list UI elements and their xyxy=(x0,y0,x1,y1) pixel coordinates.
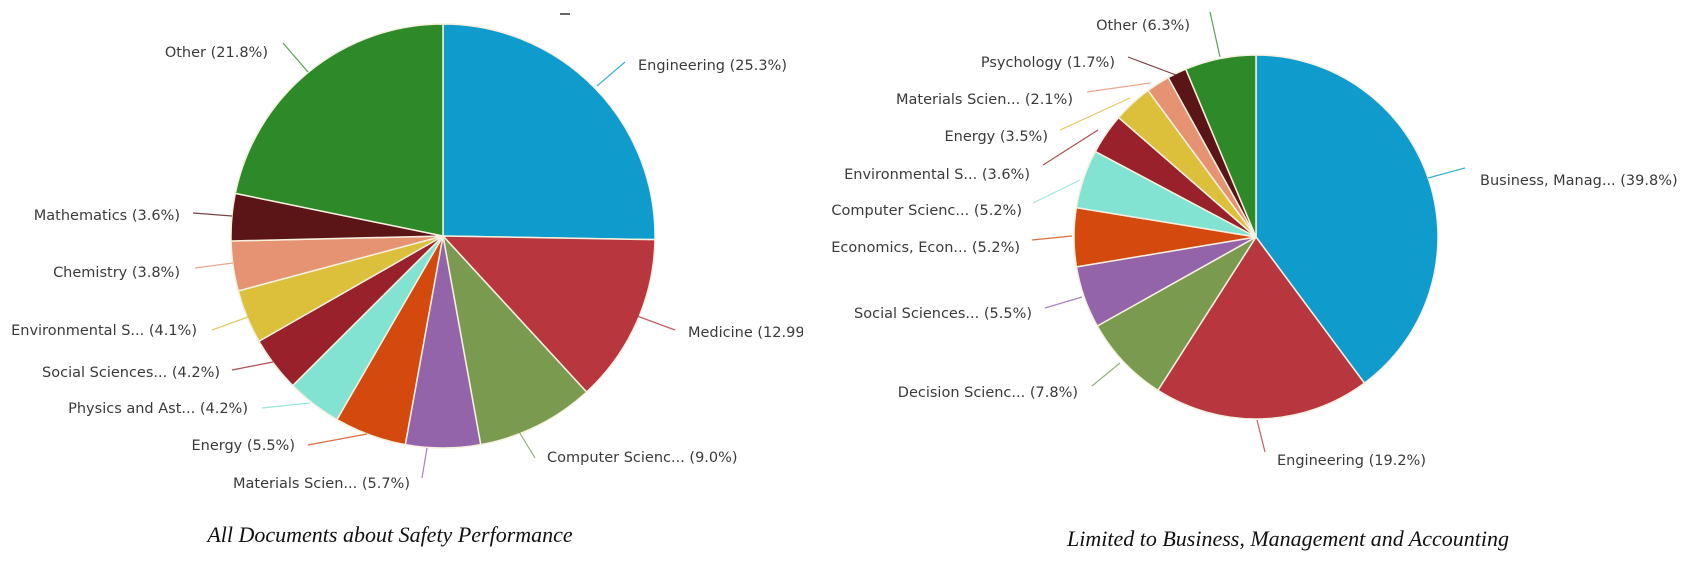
leader-line-other xyxy=(1209,11,1221,58)
slice-label-chemistry: Chemistry (3.8%) xyxy=(53,265,180,281)
slice-label-social-sciences: Social Sciences... (5.5%) xyxy=(854,306,1032,322)
leader-line-energy xyxy=(307,433,368,446)
slice-label-decision-scienc: Decision Scienc... (7.8%) xyxy=(898,385,1078,401)
slice-label-materials-scien: Materials Scien... (5.7%) xyxy=(233,476,410,492)
slice-label-economics-econ: Economics, Econ... (5.2%) xyxy=(831,240,1020,256)
pie-slice-other xyxy=(234,23,444,237)
leader-line-environmental-s xyxy=(1042,129,1099,166)
leader-line-energy xyxy=(1059,97,1131,131)
leader-line-decision-scienc xyxy=(1091,362,1121,387)
pie-slice-computer-scienc xyxy=(441,233,588,446)
slice-label-energy: Energy (5.5%) xyxy=(191,438,295,454)
pie-slice-engineering xyxy=(442,23,656,241)
caption-left: All Documents about Safety Performance xyxy=(205,522,573,547)
pie-chart-business-management: Business, Manag... (39.8%) Engineering (1… xyxy=(831,11,1678,469)
slice-label-environmental-s: Environmental S... (3.6%) xyxy=(844,167,1030,183)
leader-line-social-sciences xyxy=(1044,296,1083,309)
slice-label-computer-scienc: Computer Scienc... (9.0%) xyxy=(547,450,738,466)
leader-line-social-sciences xyxy=(231,361,274,371)
leader-line-psychology xyxy=(1127,56,1177,76)
slice-label-engineering: Engineering (19.2%) xyxy=(1277,453,1426,469)
leader-line-engineering xyxy=(1256,419,1266,453)
slice-label-other: Other (6.3%) xyxy=(1096,18,1190,34)
slice-label-materials-scien: Materials Scien... (2.1%) xyxy=(896,92,1073,108)
slice-label-physics-and-ast: Physics and Ast... (4.2%) xyxy=(68,401,248,417)
slice-label-business-manag: Business, Manag... (39.8%) xyxy=(1480,173,1678,189)
pie-slice-business-manag xyxy=(1255,54,1439,385)
pie-chart-all-documents: Engineering (25.3%) Medicine (12.99 Comput… xyxy=(11,23,805,492)
leader-line-other xyxy=(282,42,309,73)
leader-line-economics-econ xyxy=(1031,235,1073,241)
leader-line-mathematics xyxy=(192,212,233,217)
leader-line-materials-scien xyxy=(1086,82,1151,93)
pie-slice-medicine xyxy=(441,235,656,394)
slice-label-engineering: Engineering (25.3%) xyxy=(638,58,787,74)
leader-line-chemistry xyxy=(194,262,234,269)
slice-label-medicine: Medicine (12.99 xyxy=(688,325,805,341)
leader-line-medicine xyxy=(636,315,676,331)
leader-line-business-manag xyxy=(1427,167,1466,179)
leader-line-materials-scien xyxy=(421,447,428,479)
leader-line-computer-scienc xyxy=(514,424,536,459)
slice-label-mathematics: Mathematics (3.6%) xyxy=(34,208,180,224)
slice-label-social-sciences: Social Sciences... (4.2%) xyxy=(42,365,220,381)
slice-label-other: Other (21.8%) xyxy=(165,45,268,61)
leader-line-engineering xyxy=(596,61,626,87)
pie-slice-other xyxy=(1184,54,1257,238)
caption-right: Limited to Business, Management and Acco… xyxy=(1066,526,1509,551)
pie-slice-engineering xyxy=(1156,235,1366,420)
slice-label-psychology: Psychology (1.7%) xyxy=(981,55,1115,71)
leader-line-physics-and-ast xyxy=(261,402,311,409)
leader-line-computer-scienc xyxy=(1032,179,1081,204)
slice-label-computer-scienc: Computer Scienc... (5.2%) xyxy=(831,203,1022,219)
leader-line-environmental-s xyxy=(211,316,249,331)
slice-label-environmental-s: Environmental S... (4.1%) xyxy=(11,323,197,339)
slice-label-energy: Energy (3.5%) xyxy=(944,129,1048,145)
